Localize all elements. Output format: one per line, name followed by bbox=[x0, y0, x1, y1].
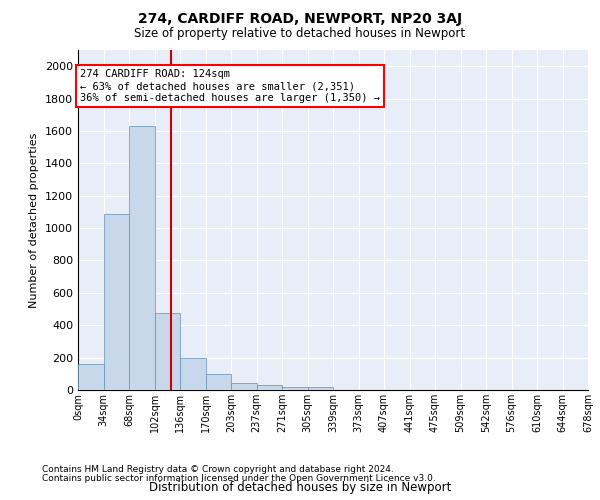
Text: Distribution of detached houses by size in Newport: Distribution of detached houses by size … bbox=[149, 481, 451, 494]
Text: Contains HM Land Registry data © Crown copyright and database right 2024.: Contains HM Land Registry data © Crown c… bbox=[42, 466, 394, 474]
Text: Contains public sector information licensed under the Open Government Licence v3: Contains public sector information licen… bbox=[42, 474, 436, 483]
Bar bbox=[205, 374, 231, 390]
Bar bbox=[104, 214, 129, 390]
Text: Size of property relative to detached houses in Newport: Size of property relative to detached ho… bbox=[134, 28, 466, 40]
Text: 274, CARDIFF ROAD, NEWPORT, NP20 3AJ: 274, CARDIFF ROAD, NEWPORT, NP20 3AJ bbox=[138, 12, 462, 26]
Bar bbox=[231, 382, 257, 390]
Y-axis label: Number of detached properties: Number of detached properties bbox=[29, 132, 40, 308]
Bar bbox=[180, 358, 205, 390]
Bar bbox=[78, 364, 104, 390]
Bar bbox=[257, 385, 282, 390]
Bar bbox=[308, 387, 333, 390]
Bar bbox=[282, 387, 308, 390]
Bar bbox=[155, 313, 180, 390]
Text: 274 CARDIFF ROAD: 124sqm
← 63% of detached houses are smaller (2,351)
36% of sem: 274 CARDIFF ROAD: 124sqm ← 63% of detach… bbox=[80, 70, 380, 102]
Bar bbox=[129, 126, 155, 390]
